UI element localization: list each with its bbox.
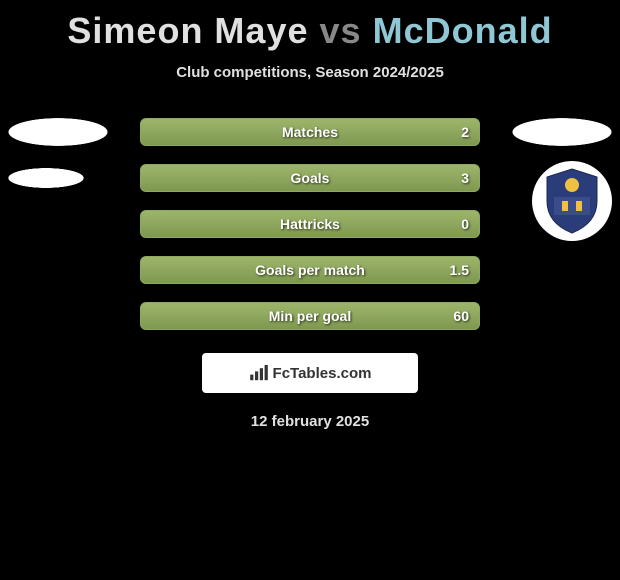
player-1-name: Simeon Maye — [67, 10, 308, 51]
stat-bar: Goals 3 — [140, 164, 480, 192]
stat-label: Goals per match — [255, 262, 365, 278]
stat-bar: Goals per match 1.5 — [140, 256, 480, 284]
stat-label: Hattricks — [280, 216, 340, 232]
stat-value-right: 60 — [453, 308, 469, 324]
stat-value-right: 1.5 — [450, 262, 469, 278]
subtitle: Club competitions, Season 2024/2025 — [0, 64, 620, 81]
stat-row: Min per goal 60 — [0, 293, 620, 339]
player-1-avatar-placeholder — [8, 104, 108, 160]
stat-value-right: 2 — [461, 124, 469, 140]
stat-row: Goals 3 — [0, 155, 620, 201]
date-label: 12 february 2025 — [0, 413, 620, 430]
stat-bar: Matches 2 — [140, 118, 480, 146]
stat-bar: Min per goal 60 — [140, 302, 480, 330]
stat-row: Hattricks 0 — [0, 201, 620, 247]
stat-label: Goals — [291, 170, 330, 186]
stat-value-right: 0 — [461, 216, 469, 232]
stat-row: Matches 2 — [0, 109, 620, 155]
stat-value-right: 3 — [461, 170, 469, 186]
player-1-club-placeholder — [8, 158, 84, 198]
comparison-widget: Simeon Maye vs McDonald Club competition… — [0, 0, 620, 430]
stat-row: Goals per match 1.5 — [0, 247, 620, 293]
credit-text: FcTables.com — [273, 365, 372, 382]
stat-label: Matches — [282, 124, 338, 140]
shield-icon — [542, 167, 602, 235]
stat-label: Min per goal — [269, 308, 351, 324]
page-title: Simeon Maye vs McDonald — [0, 10, 620, 52]
title-vs: vs — [320, 10, 362, 51]
stat-bar: Hattricks 0 — [140, 210, 480, 238]
chart-icon — [249, 365, 269, 381]
player-2-avatar-placeholder — [512, 104, 612, 160]
player-2-club-badge — [532, 161, 612, 241]
credit-link[interactable]: FcTables.com — [202, 353, 418, 393]
player-2-name: McDonald — [373, 10, 553, 51]
